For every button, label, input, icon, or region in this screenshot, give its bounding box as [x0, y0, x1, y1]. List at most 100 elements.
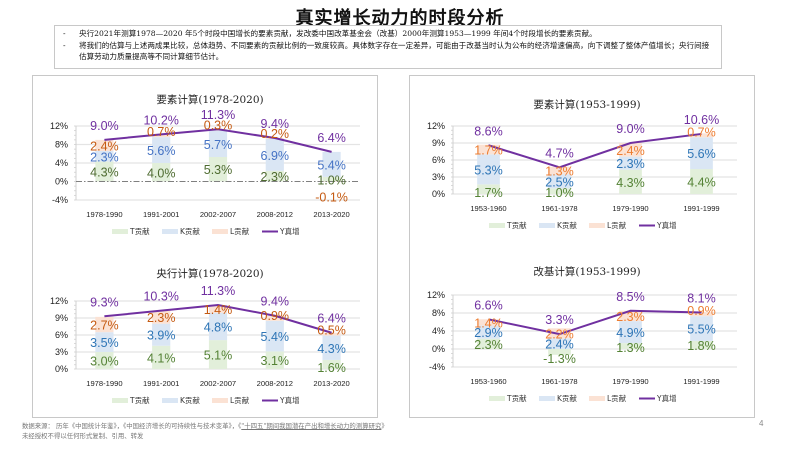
data-label-L: 2.3% [616, 310, 645, 324]
disclaimer: 未经授权不得以任何形式复制、引用、转发 [22, 432, 144, 440]
y-tick-label: 9% [55, 313, 68, 323]
bullet-dash: - [63, 29, 66, 38]
bar-K-2002-2007 [208, 312, 228, 341]
footer-source: 数据来源： 历年《中国统计年鉴》，《中国经济增长的可持续性与技术变革》，《"十四… [22, 421, 388, 441]
bar-K-1953-1960 [477, 154, 500, 185]
legend-swatch-L [589, 223, 605, 228]
data-label-Y: 10.6% [684, 113, 719, 127]
legend-label: K贡献 [557, 393, 577, 403]
legend: T贡献 K贡献 L贡献 Y真增 [489, 393, 677, 403]
data-label-K: 5.6% [687, 147, 716, 161]
data-label-K: 2.4% [545, 338, 574, 352]
x-category-label: 1953-1960 [470, 204, 506, 213]
bar-K-1978-1990 [95, 332, 114, 352]
page-title: 真实增长动力的时段分析 [295, 8, 505, 29]
x-category-label: 2002-2007 [200, 210, 236, 219]
note-text: 央行2021年测算1978—2020 年5个时段中国增长的要素贡献，发改委中国改… [79, 29, 597, 38]
y-tick-label: -4% [52, 195, 68, 205]
bar-T-1953-1960 [477, 184, 500, 194]
data-label-T: 5.3% [204, 163, 233, 177]
bar-T-1979-1990 [619, 169, 642, 194]
y-tick-label: 9% [432, 138, 445, 148]
chart-factor-1978-2020: 要素计算(1978-2020) -4% 0% 4% 8% 12% 1978-1990 1991… [32, 80, 378, 242]
data-label-Y: 9.3% [90, 295, 119, 309]
x-category-label: 2013-2020 [313, 379, 349, 388]
data-label-K: 2.3% [616, 157, 645, 171]
legend: T贡献 K贡献 L贡献 Y真增 [112, 395, 300, 405]
source-suffix: 》 [381, 422, 388, 430]
x-category-label: 1978-1990 [86, 379, 122, 388]
data-label-Y: 4.7% [545, 146, 574, 160]
chart-svg: 改基计算(1953-1999) -4% 0% 4% 8% 12% 1953-1960 1961… [427, 265, 737, 403]
chart-factor-1953-1999: 要素计算(1953-1999) 0% 3% 6% 9% 12% 1953-1960 1961-… [409, 80, 755, 242]
legend-label: Y真增 [279, 226, 300, 236]
data-label-K: 4.9% [616, 326, 645, 340]
data-label-K: 4.8% [204, 321, 233, 335]
y-tick-label: 3% [432, 172, 445, 182]
legend-swatch-T [112, 398, 128, 403]
data-label-T: 4.4% [687, 176, 716, 190]
bar-K-2002-2007 [208, 130, 228, 157]
data-label-T: 1.7% [474, 186, 503, 200]
data-label-K: 2.9% [474, 326, 503, 340]
bar-K-1961-1978 [548, 174, 571, 189]
data-label-K: 5.4% [261, 330, 290, 344]
legend-label: Y真增 [656, 393, 677, 403]
data-label-Y: 8.5% [616, 290, 645, 304]
bar-L-1953-1960 [477, 144, 500, 155]
legend-swatch-L [212, 229, 228, 234]
data-label-Y: 9.0% [90, 119, 119, 133]
data-label-K: 5.7% [204, 138, 233, 152]
source-link[interactable]: "十四五"期间我国潜在产出和增长动力的测算研究 [241, 422, 382, 430]
data-label-L: -0.1% [315, 190, 348, 204]
chart-svg: 要素计算(1953-1999) 0% 3% 6% 9% 12% 1953-1960 1961-… [427, 98, 737, 230]
data-label-K: 2.3% [90, 150, 119, 164]
data-label-L: 0.5% [317, 324, 346, 338]
bar-L-2002-2007 [208, 304, 228, 313]
y-tick-label: 12% [427, 121, 445, 131]
data-label-L: 1.3% [545, 164, 574, 178]
bar-K-1991-1999 [690, 316, 713, 341]
bar-L-2008-2012 [265, 315, 284, 321]
y-tick-label: -4% [429, 362, 445, 372]
chart-pboc-1978-2020: 央行计算(1978-2020) 0% 3% 6% 9% 12% 1978-1990 1991-… [32, 255, 378, 417]
y-tick-label: 0% [432, 344, 445, 354]
bar-K-1991-1999 [690, 137, 713, 170]
data-label-Y: 10.3% [143, 290, 178, 304]
bar-K-2008-2012 [265, 138, 284, 171]
bar-K-1978-1990 [95, 150, 114, 162]
bar-L-1953-1960 [477, 319, 500, 326]
legend-label: K贡献 [180, 226, 200, 236]
data-label-T: 1.6% [317, 361, 346, 375]
x-category-label: 1979-1990 [612, 377, 648, 386]
legend-label: T贡献 [129, 395, 150, 405]
bar-T-1978-1990 [95, 352, 114, 369]
data-label-T: 1.0% [545, 186, 574, 200]
chart-svg: 央行计算(1978-2020) 0% 3% 6% 9% 12% 1978-1990 1991-… [50, 267, 360, 405]
data-label-Y: 8.6% [474, 124, 503, 138]
data-label-K: 5.4% [317, 158, 346, 172]
legend-label: L贡献 [230, 395, 250, 405]
line-Y [488, 309, 702, 336]
legend-label: K贡献 [557, 220, 577, 230]
source-line: 数据来源： 历年《中国统计年鉴》，《中国经济增长的可持续性与技术变革》，《"十四… [22, 421, 388, 431]
legend: T贡献 K贡献 L贡献 Y真增 [489, 220, 677, 230]
legend-label: Y真增 [279, 395, 300, 405]
data-label-T: 2.3% [261, 170, 290, 184]
data-label-K: 4.3% [317, 342, 346, 356]
bar-T-1979-1990 [619, 343, 642, 349]
bar-L-1991-2001 [152, 133, 171, 138]
legend-swatch-T [489, 396, 505, 401]
data-label-Y: 6.6% [474, 298, 503, 312]
data-label-L: 2.4% [616, 144, 645, 158]
legend-label: L贡献 [607, 220, 627, 230]
bar-T-1991-1999 [690, 340, 713, 349]
bar-L-1979-1990 [619, 143, 642, 157]
note-text: 将我们的估算与上述两成果比较，总体趋势、不同要素的贡献比例的一致度较高。具体数字… [79, 40, 710, 62]
data-label-Y: 3.3% [545, 313, 574, 327]
legend-label: K贡献 [180, 395, 200, 405]
y-tick-label: 4% [55, 158, 68, 168]
line-Y [104, 303, 332, 334]
bar-L-2013-2020 [322, 332, 341, 336]
x-category-label: 1991-2001 [143, 210, 179, 219]
